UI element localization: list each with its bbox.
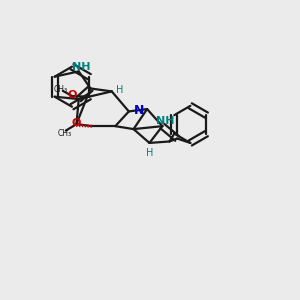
Text: CH₃: CH₃ [58, 129, 72, 138]
Text: O: O [71, 118, 80, 128]
Text: H: H [116, 85, 123, 94]
Text: NH: NH [73, 62, 91, 72]
Text: NH: NH [156, 116, 175, 126]
Text: CH₃: CH₃ [54, 85, 68, 94]
Text: H: H [146, 148, 154, 158]
Text: N: N [134, 104, 144, 117]
Text: O: O [68, 90, 77, 100]
